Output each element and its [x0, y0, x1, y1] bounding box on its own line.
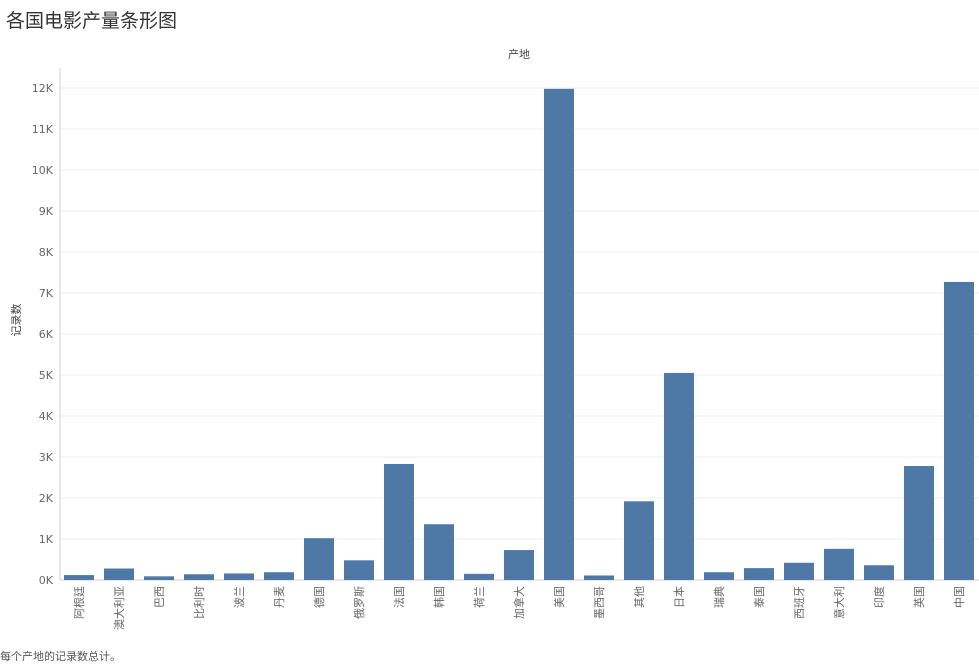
x-tick-label: 澳大利亚 — [112, 586, 126, 630]
bar — [264, 572, 294, 580]
x-tick-label: 意大利 — [832, 586, 846, 619]
bar — [304, 538, 334, 580]
bar — [704, 572, 734, 580]
bar — [624, 501, 654, 580]
x-tick-label: 丹麦 — [273, 586, 286, 608]
bar — [424, 524, 454, 580]
bar — [144, 576, 174, 580]
x-tick-label: 德国 — [312, 586, 326, 608]
bar — [504, 550, 534, 580]
x-tick-label: 英国 — [912, 586, 926, 608]
bar — [904, 466, 934, 580]
bar — [864, 565, 894, 580]
bar — [344, 560, 374, 580]
x-tick-label: 巴西 — [153, 586, 166, 608]
bar — [584, 575, 614, 580]
y-tick-label: 7K — [39, 287, 54, 300]
bar — [384, 463, 414, 580]
bar — [104, 568, 134, 580]
x-tick-label: 日本 — [672, 586, 686, 608]
x-tick-label: 波兰 — [233, 586, 246, 608]
x-tick-label: 阿根廷 — [72, 586, 86, 619]
y-tick-label: 1K — [39, 533, 54, 546]
bar — [944, 281, 974, 580]
y-tick-label: 9K — [39, 205, 54, 218]
x-tick-label: 荷兰 — [473, 586, 486, 608]
bar — [64, 575, 94, 580]
x-tick-label: 墨西哥 — [593, 586, 606, 619]
bar — [184, 574, 214, 580]
x-tick-label: 中国 — [953, 586, 966, 608]
x-axis-title: 产地 — [508, 47, 530, 61]
x-tick-label: 美国 — [553, 586, 566, 608]
y-axis-title: 记录数 — [10, 304, 23, 337]
bar — [224, 573, 254, 580]
y-tick-label: 4K — [39, 410, 54, 423]
x-tick-label: 其他 — [633, 586, 646, 608]
y-tick-label: 3K — [39, 451, 54, 464]
y-tick-label: 0K — [39, 574, 54, 587]
x-tick-label: 比利时 — [193, 586, 206, 619]
bar — [664, 372, 694, 580]
x-tick-label: 加拿大 — [512, 586, 526, 619]
chart-footer: 每个产地的记录数总计。 — [0, 650, 121, 663]
y-tick-label: 10K — [32, 164, 54, 177]
y-tick-label: 5K — [39, 369, 54, 382]
chart-title: 各国电影产量条形图 — [6, 10, 178, 32]
x-tick-label: 瑞典 — [712, 586, 726, 608]
bar — [824, 548, 854, 580]
y-tick-label: 2K — [39, 492, 54, 505]
x-tick-label: 俄罗斯 — [353, 586, 366, 619]
bar — [784, 562, 814, 580]
bar — [544, 88, 574, 580]
y-tick-label: 11K — [32, 123, 54, 136]
y-tick-label: 12K — [32, 82, 54, 95]
y-tick-label: 8K — [39, 246, 54, 259]
x-tick-label: 泰国 — [752, 586, 766, 608]
bar — [464, 573, 494, 580]
x-tick-label: 韩国 — [432, 586, 446, 608]
y-tick-label: 6K — [39, 328, 54, 341]
bar — [744, 568, 774, 580]
x-tick-label: 印度 — [872, 586, 886, 608]
x-tick-label: 法国 — [392, 586, 406, 608]
x-tick-label: 西班牙 — [793, 586, 806, 619]
